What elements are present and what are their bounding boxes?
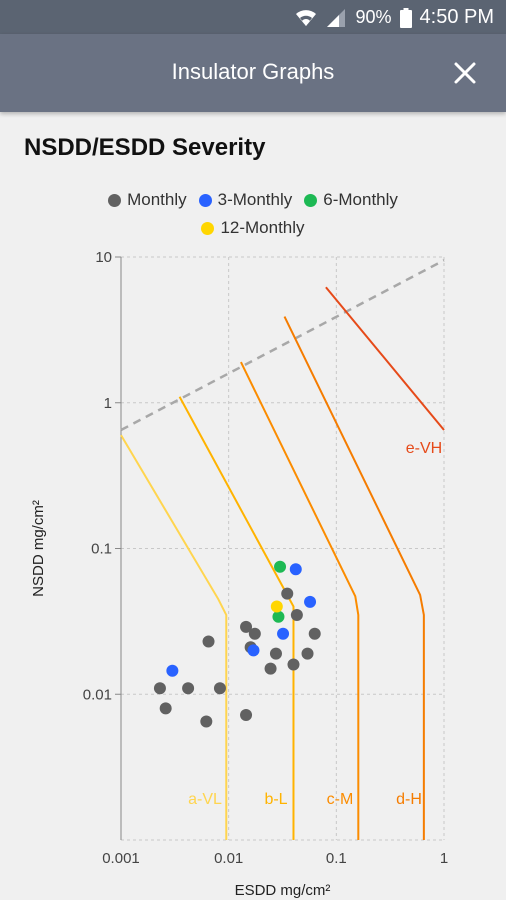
severity-chart: 0.01 0.1 1 10 0.001 0.01 0.1 1 ESDD mg/cm² NSDD m… [30,249,448,899]
data-point-monthly [182,682,195,695]
close-icon [454,62,476,84]
zone-label: d-H [396,791,422,808]
y-tick-label: 10 [95,249,112,266]
legend-item-12-monthly: 12-Monthly [201,218,305,238]
legend-item-6-monthly: 6-Monthly [304,190,398,210]
data-point-3-monthly [289,563,302,576]
data-point-monthly [240,709,253,722]
data-point-3-monthly [304,595,317,608]
app-title: Insulator Graphs [171,59,335,84]
zone-label: b-L [264,791,287,808]
legend-label: 6-Monthly [323,190,398,209]
limit-line [120,259,445,432]
x-tick-label: 1 [440,850,448,867]
data-point-monthly [200,715,213,728]
data-point-monthly [153,682,166,695]
page-title: NSDD/ESDD Severity [24,134,266,161]
x-tick-label: 0.1 [326,850,347,867]
data-point-12-monthly [270,600,283,613]
chart-legend: Monthly 3-Monthly 6-Monthly 12-Monthly [0,186,506,242]
data-point-monthly [269,647,282,660]
legend-label: 3-Monthly [217,190,293,209]
data-point-3-monthly [166,664,179,677]
data-point-3-monthly [277,627,290,640]
zone-label: e-VH [406,440,442,457]
data-point-monthly [213,682,226,695]
data-point-monthly [202,635,215,648]
data-point-3-monthly [247,644,260,657]
zone-line-a-VL [120,434,228,840]
data-point-monthly [159,702,172,715]
signal-icon [325,8,347,28]
legend-item-monthly: Monthly [108,190,187,210]
legend-label: 12-Monthly [220,218,305,237]
data-point-monthly [264,662,277,675]
legend-label: Monthly [127,190,187,209]
data-point-monthly [308,627,321,640]
legend-swatch [304,193,318,207]
legend-swatch [198,193,212,207]
legend-swatch [201,221,215,235]
x-axis-title: ESDD mg/cm² [235,882,331,899]
data-point-monthly [248,627,261,640]
close-button[interactable] [450,58,480,88]
data-point-monthly [287,658,300,671]
data-point-6-monthly [272,610,285,623]
status-bar: 90% 4:50 PM [0,0,506,34]
battery-icon [399,7,412,28]
legend-swatch [108,193,122,207]
x-tick-label: 0.01 [214,850,243,867]
y-tick-label: 0.01 [83,686,112,703]
app-bar: Insulator Graphs [0,34,506,112]
y-tick-label: 1 [104,395,112,412]
zone-line-c-M [240,361,360,840]
battery-percent: 90% [355,7,392,27]
data-point-6-monthly [274,560,287,573]
x-tick-label: 0.001 [102,850,140,867]
zone-label: c-M [327,791,354,808]
zone-line-d-H [283,316,425,840]
y-axis-title: NSDD mg/cm² [30,500,47,597]
zone-label: a-VL [188,791,222,808]
data-point-monthly [301,647,314,660]
data-point-monthly [240,620,253,633]
data-point-monthly [290,608,303,621]
legend-item-3-monthly: 3-Monthly [198,190,293,210]
zone-line-e-VH [325,286,445,431]
wifi-icon [295,8,317,28]
data-point-monthly [281,587,294,600]
y-tick-label: 0.1 [91,541,112,558]
clock: 4:50 PM [419,6,494,28]
